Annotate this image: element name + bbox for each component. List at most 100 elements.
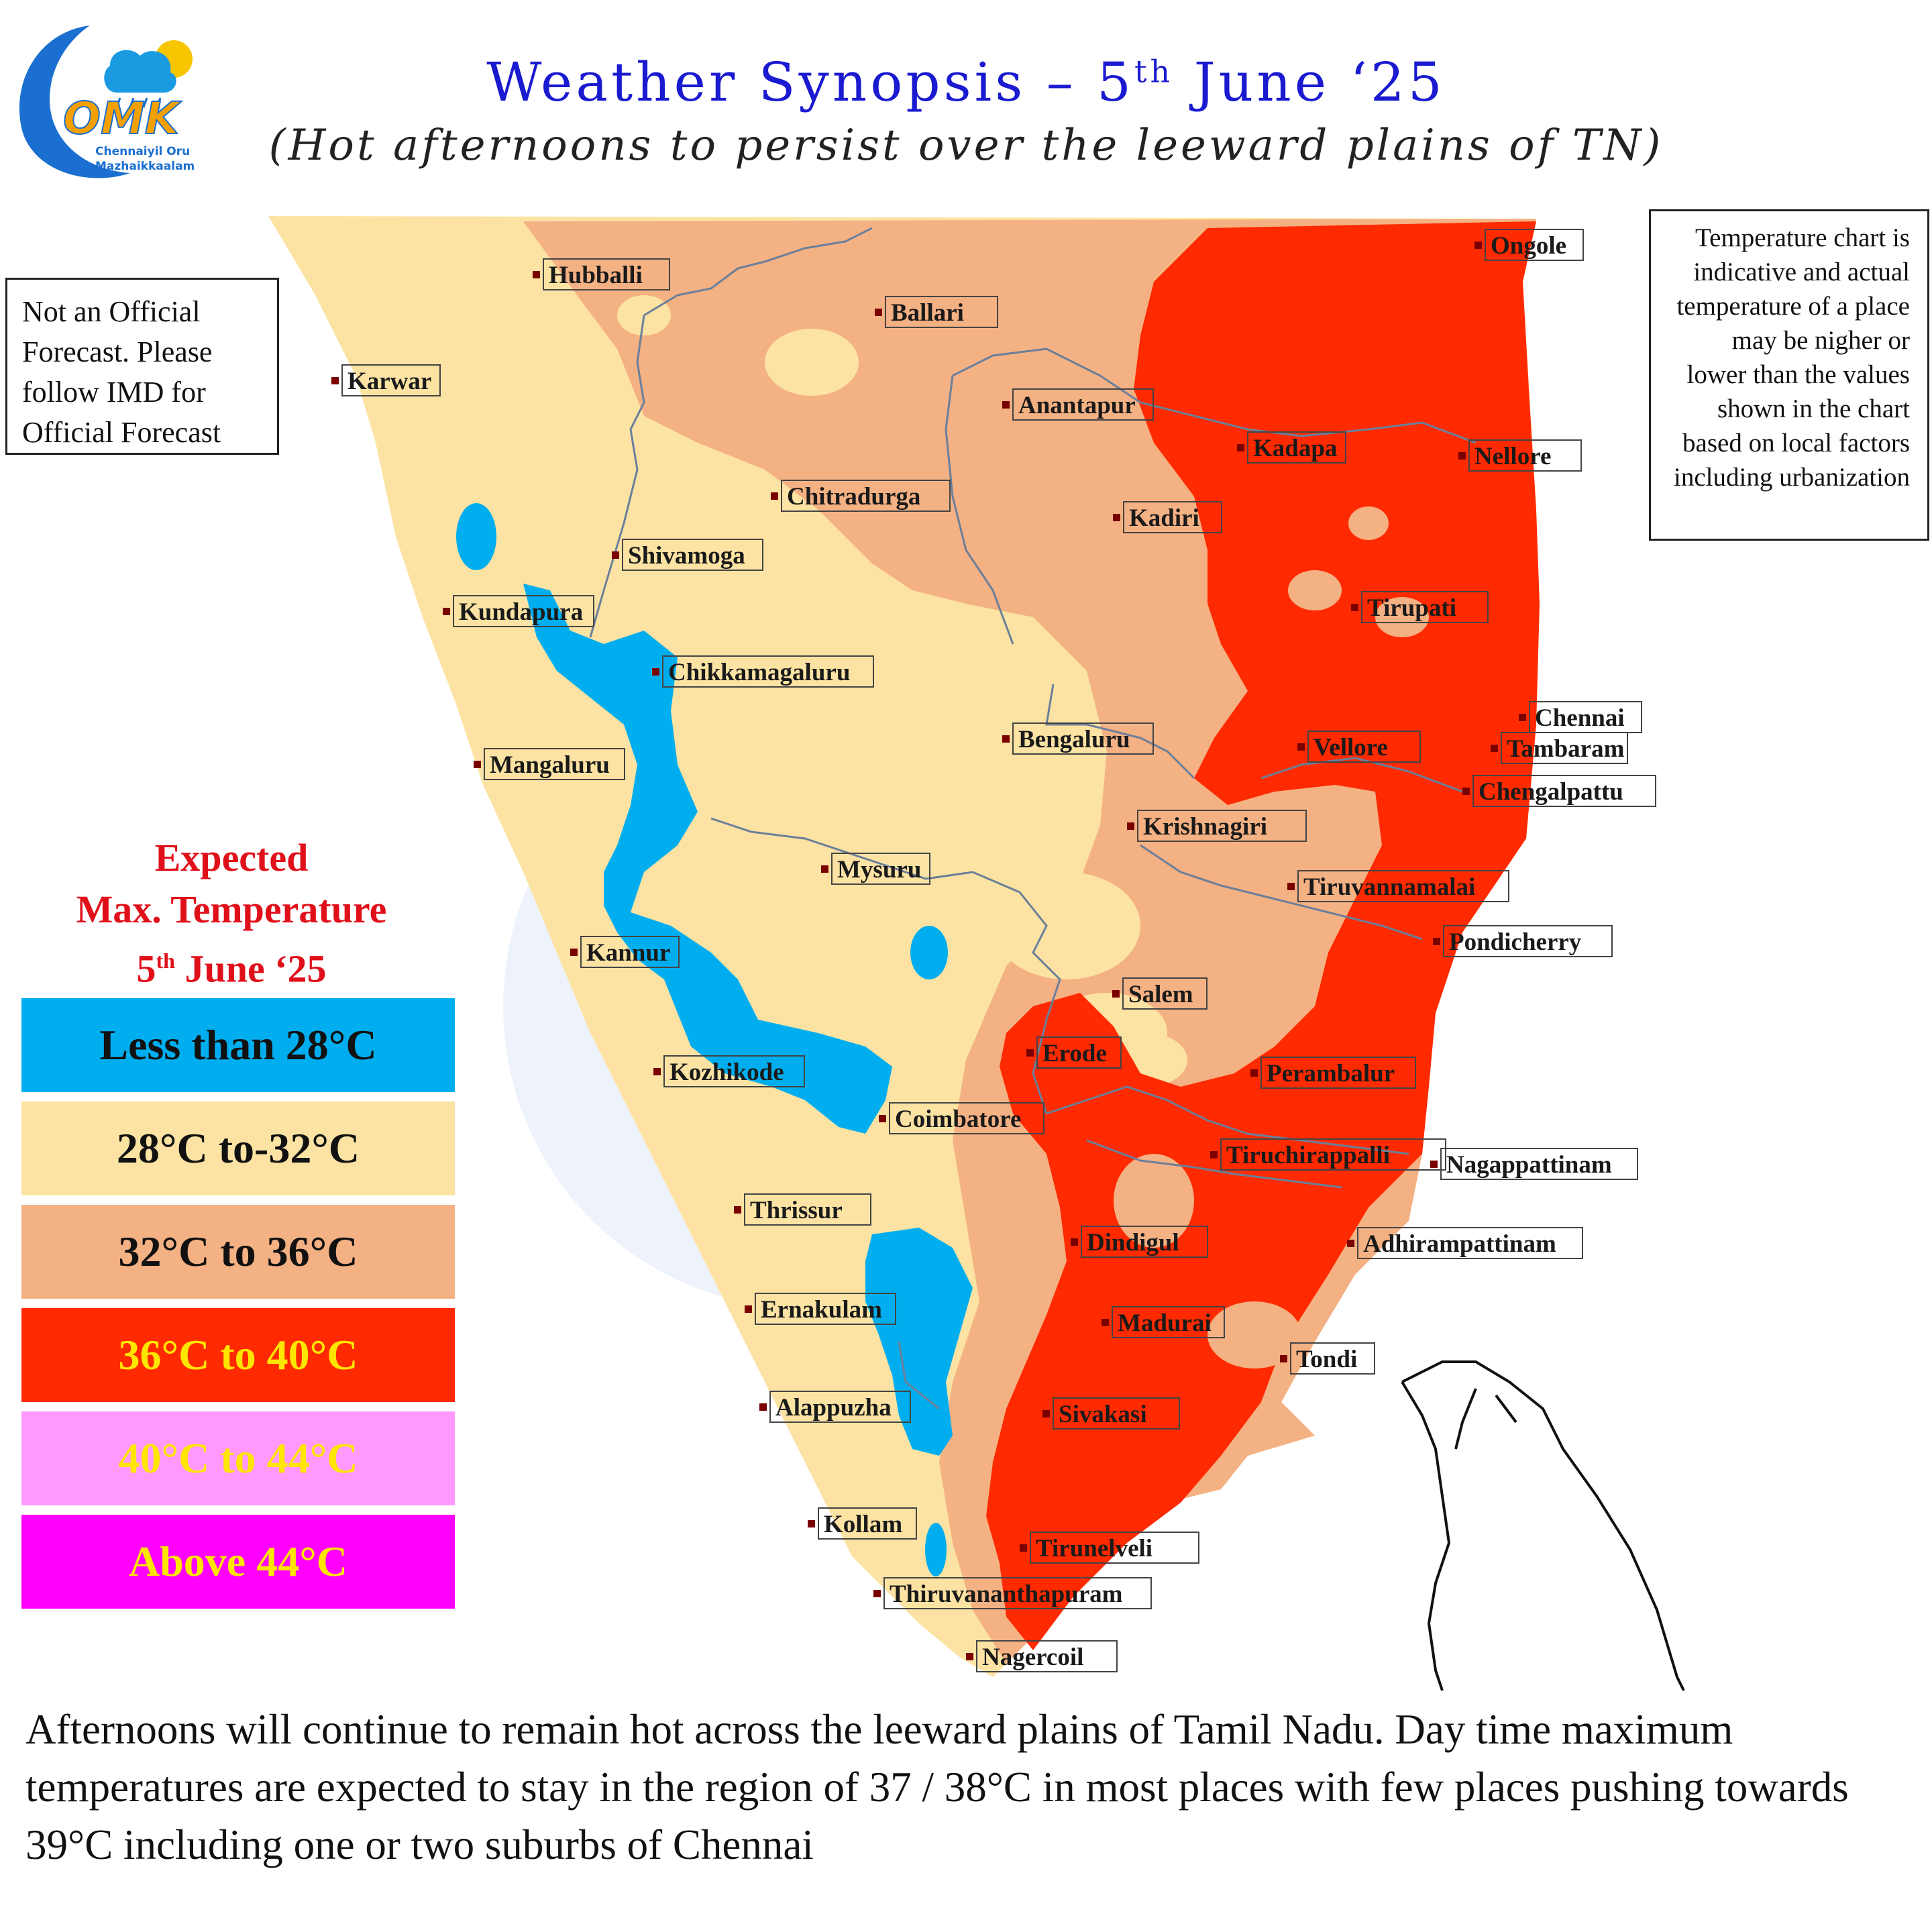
city-label: Kundapura <box>459 598 583 626</box>
legend-title: Expected Max. Temperature 5th June ‘25 <box>27 832 436 994</box>
city-sivakasi: Sivakasi <box>1042 1397 1180 1430</box>
city-label: Anantapur <box>1018 392 1136 419</box>
legend-title-line2: Max. Temperature <box>76 888 387 931</box>
city-label: Tambaram <box>1507 735 1625 763</box>
city-label: Ongole <box>1491 232 1566 260</box>
boundaries <box>589 227 1477 1410</box>
legend-item-4: 36°C to 40°C <box>21 1308 455 1402</box>
city-marker-icon <box>1127 822 1134 830</box>
city-marker-icon <box>443 608 450 615</box>
temperature-map <box>268 216 1685 1691</box>
city-marker-icon <box>1113 514 1120 521</box>
city-vellore: Vellore <box>1297 731 1421 763</box>
city-label-box <box>781 480 951 512</box>
city-label-box <box>1361 591 1489 623</box>
region-32-36-patch <box>1208 1301 1301 1368</box>
city-marker-icon <box>1002 735 1010 743</box>
city-mangaluru: Mangaluru <box>474 748 625 780</box>
region-below-28 <box>523 584 892 1134</box>
city-marker-icon <box>1112 990 1120 998</box>
city-chitradurga: Chitradurga <box>771 480 951 512</box>
city-tondi: Tondi <box>1280 1342 1375 1375</box>
region-32-36-patch <box>1375 597 1429 637</box>
city-label: Kadiri <box>1129 504 1199 532</box>
city-marker-icon <box>1430 1161 1438 1168</box>
city-marker-icon <box>1280 1355 1287 1362</box>
region-32-36-patch <box>1348 506 1389 540</box>
city-label-box <box>453 595 594 627</box>
city-marker-icon <box>1002 401 1010 409</box>
region-28-32-patch <box>765 329 859 396</box>
city-label: Alappuzha <box>775 1394 892 1421</box>
region-below-28-patch <box>925 1523 947 1576</box>
city-label-box <box>1468 439 1582 472</box>
city-label-box <box>889 1102 1044 1134</box>
city-marker-icon <box>474 761 481 768</box>
city-label-box <box>1472 775 1656 807</box>
city-label: Adhirampattinam <box>1363 1230 1556 1258</box>
city-label: Hubballi <box>549 262 643 289</box>
city-marker-icon <box>570 949 578 956</box>
legend-item-3: 32°C to 36°C <box>21 1205 455 1299</box>
city-label: Tiruchirappalli <box>1226 1142 1390 1169</box>
city-label: Ballari <box>891 299 964 327</box>
logo-acronym: OMK <box>62 92 180 145</box>
city-label-box <box>1290 1342 1375 1375</box>
city-marker-icon <box>1474 241 1482 249</box>
city-label-box <box>341 364 441 396</box>
city-bengaluru: Bengaluru <box>1002 722 1154 755</box>
city-marker-icon <box>808 1520 815 1527</box>
city-chengalpattu: Chengalpattu <box>1462 775 1656 807</box>
city-tirunelveli: Tirunelveli <box>1020 1532 1199 1564</box>
city-label: Mysuru <box>837 856 921 883</box>
city-label-box <box>622 539 763 571</box>
city-perambalur: Perambalur <box>1250 1057 1416 1089</box>
city-label: Chikkamagaluru <box>668 659 850 686</box>
city-dindigul: Dindigul <box>1071 1226 1208 1258</box>
region-below-28-patch <box>456 503 496 570</box>
city-label-box <box>755 1293 896 1325</box>
city-marker-icon <box>1020 1544 1027 1552</box>
title-superscript: th <box>1134 53 1174 90</box>
legend-title-line1: Expected <box>154 836 309 879</box>
city-ballari: Ballari <box>875 296 998 328</box>
city-nagappattinam: Nagappattinam <box>1430 1148 1638 1180</box>
city-marker-icon <box>1458 452 1466 460</box>
city-label-box <box>1440 1148 1638 1180</box>
summary-text: Afternoons will continue to remain hot a… <box>25 1706 1849 1868</box>
sri-lanka-outline <box>1401 1360 1685 1691</box>
city-marker-icon <box>1250 1069 1258 1077</box>
city-label: Kollam <box>824 1511 902 1538</box>
legend-item-2: 28°C to-32°C <box>21 1102 455 1195</box>
city-chikkamagaluru: Chikkamagaluru <box>652 655 874 688</box>
city-label: Dindigul <box>1087 1229 1179 1256</box>
city-nellore: Nellore <box>1458 439 1582 472</box>
city-label: Pondicherry <box>1449 928 1582 956</box>
title-text-end: June ‘25 <box>1173 51 1446 113</box>
city-label: Tirunelveli <box>1036 1535 1152 1562</box>
city-marker-icon <box>1102 1319 1109 1326</box>
city-marker-icon <box>1042 1410 1050 1417</box>
city-marker-icon <box>875 309 882 316</box>
city-label-box <box>1485 229 1584 261</box>
region-32-36-patch <box>1288 570 1342 610</box>
city-label: Bengaluru <box>1018 726 1130 753</box>
city-label-box <box>580 936 680 968</box>
city-label-box <box>1053 1397 1180 1430</box>
city-marker-icon <box>966 1653 973 1660</box>
city-label: Kozhikode <box>669 1059 784 1086</box>
city-label: Kannur <box>586 939 670 967</box>
city-label: Shivamoga <box>628 542 745 570</box>
city-label: Vellore <box>1313 734 1388 761</box>
city-marker-icon <box>1491 745 1498 752</box>
city-ongole: Ongole <box>1474 229 1584 261</box>
city-label-box <box>1357 1227 1583 1259</box>
region-28-32-patch <box>993 872 1140 979</box>
city-tirupati: Tirupati <box>1351 591 1489 623</box>
city-marker-icon <box>1462 788 1470 795</box>
region-below-28-patch <box>865 1228 973 1456</box>
disclaimer-box: Not an Official Forecast. Please follow … <box>5 278 279 455</box>
city-ernakulam: Ernakulam <box>745 1293 896 1325</box>
city-chennai: Chennai <box>1519 701 1642 733</box>
city-marker-icon <box>759 1403 767 1411</box>
